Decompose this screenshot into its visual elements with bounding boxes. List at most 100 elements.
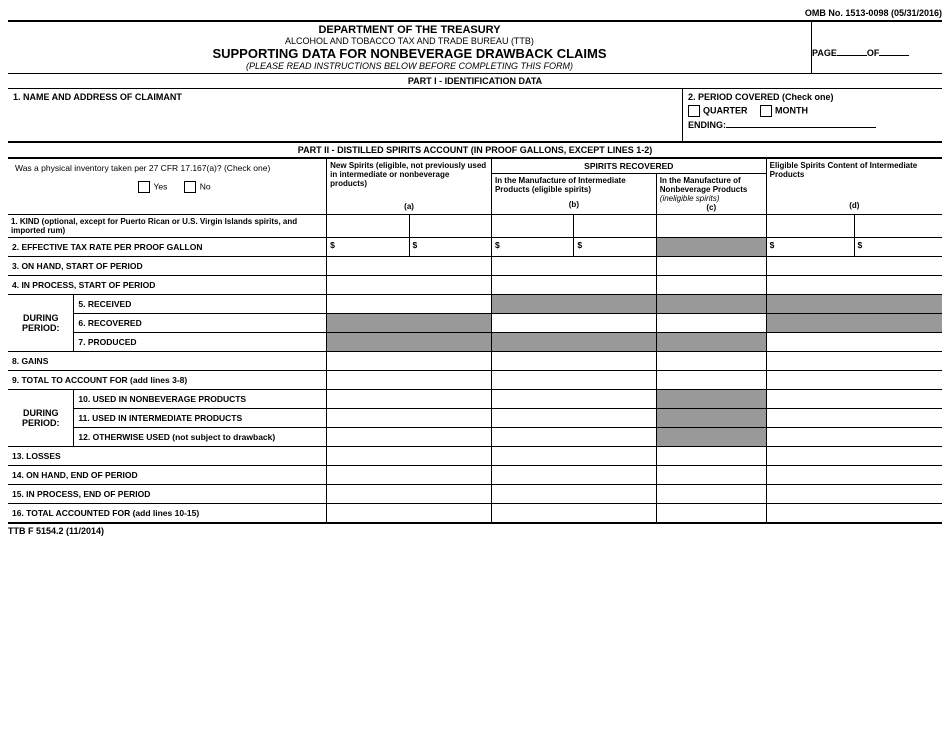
r4-d[interactable]: [766, 276, 942, 295]
r2-a1[interactable]: $: [327, 238, 409, 257]
r14-b[interactable]: [491, 466, 656, 485]
r13-a[interactable]: [327, 447, 492, 466]
r3-d[interactable]: [766, 257, 942, 276]
page-total-field[interactable]: [879, 55, 909, 56]
r12-b[interactable]: [491, 428, 656, 447]
r1-b2[interactable]: [574, 215, 656, 238]
r14-d[interactable]: [766, 466, 942, 485]
quarter-checkbox[interactable]: [688, 105, 700, 117]
yes-label: Yes: [154, 181, 168, 191]
r9-d[interactable]: [766, 371, 942, 390]
r15-b[interactable]: [491, 485, 656, 504]
r5-b-shaded: [491, 295, 656, 314]
r4-a[interactable]: [327, 276, 492, 295]
r7-b-shaded: [491, 333, 656, 352]
r16-b[interactable]: [491, 504, 656, 523]
col-c-header: In the Manufacture of Nonbeverage Produc…: [660, 176, 748, 194]
r2-a2[interactable]: $: [409, 238, 491, 257]
r13-b[interactable]: [491, 447, 656, 466]
during-period-2: DURING PERIOD:: [8, 390, 74, 447]
r1-c[interactable]: [656, 215, 766, 238]
col-b-header: In the Manufacture of Intermediate Produ…: [495, 176, 626, 194]
r15-d[interactable]: [766, 485, 942, 504]
r1-a2[interactable]: [409, 215, 491, 238]
r9-a[interactable]: [327, 371, 492, 390]
r8-c[interactable]: [656, 352, 766, 371]
r15-c[interactable]: [656, 485, 766, 504]
row-13-label: 13. LOSSES: [8, 447, 327, 466]
r12-a[interactable]: [327, 428, 492, 447]
page-label: PAGE: [812, 48, 837, 58]
row-2-label: 2. EFFECTIVE TAX RATE PER PROOF GALLON: [8, 238, 327, 257]
page-num-field[interactable]: [837, 55, 867, 56]
r2-b1[interactable]: $: [491, 238, 573, 257]
form-title: SUPPORTING DATA FOR NONBEVERAGE DRAWBACK…: [8, 46, 811, 61]
r13-c[interactable]: [656, 447, 766, 466]
r1-d2[interactable]: [854, 215, 942, 238]
r1-a1[interactable]: [327, 215, 409, 238]
row-11-label: 11. USED IN INTERMEDIATE PRODUCTS: [74, 409, 327, 428]
row-1-label: 1. KIND (optional, except for Puerto Ric…: [8, 215, 327, 238]
r4-b[interactable]: [491, 276, 656, 295]
r14-c[interactable]: [656, 466, 766, 485]
r9-b[interactable]: [491, 371, 656, 390]
r6-a-shaded: [327, 314, 492, 333]
r6-c[interactable]: [656, 314, 766, 333]
inventory-question: Was a physical inventory taken per 27 CF…: [15, 163, 270, 173]
claimant-name-address[interactable]: 1. NAME AND ADDRESS OF CLAIMANT: [8, 89, 682, 141]
row-14-label: 14. ON HAND, END OF PERIOD: [8, 466, 327, 485]
col-a-header: New Spirits (eligible, not previously us…: [330, 161, 486, 188]
row-3-label: 3. ON HAND, START OF PERIOD: [8, 257, 327, 276]
r16-c[interactable]: [656, 504, 766, 523]
r11-a[interactable]: [327, 409, 492, 428]
no-checkbox[interactable]: [184, 181, 196, 193]
r12-d[interactable]: [766, 428, 942, 447]
r1-b1[interactable]: [491, 215, 573, 238]
col-c-ineligible: (ineligible spirits): [660, 194, 720, 203]
r10-d[interactable]: [766, 390, 942, 409]
col-b-letter: (b): [495, 200, 653, 209]
r9-c[interactable]: [656, 371, 766, 390]
r4-c[interactable]: [656, 276, 766, 295]
r13-d[interactable]: [766, 447, 942, 466]
col-c-letter: (c): [660, 203, 763, 212]
of-label: OF: [867, 48, 880, 58]
r6-b[interactable]: [491, 314, 656, 333]
r7-d[interactable]: [766, 333, 942, 352]
row-8-label: 8. GAINS: [8, 352, 327, 371]
ending-field[interactable]: [726, 127, 876, 128]
r10-b[interactable]: [491, 390, 656, 409]
r11-b[interactable]: [491, 409, 656, 428]
r7-c-shaded: [656, 333, 766, 352]
omb-number: OMB No. 1513-0098 (05/31/2016): [8, 8, 942, 18]
r14-a[interactable]: [327, 466, 492, 485]
r2-d1[interactable]: $: [766, 238, 854, 257]
row-16-label: 16. TOTAL ACCOUNTED FOR (add lines 10-15…: [8, 504, 327, 523]
col-a-letter: (a): [330, 202, 488, 211]
r11-d[interactable]: [766, 409, 942, 428]
r8-b[interactable]: [491, 352, 656, 371]
r15-a[interactable]: [327, 485, 492, 504]
row-12-label: 12. OTHERWISE USED (not subject to drawb…: [74, 428, 327, 447]
month-label: MONTH: [775, 105, 808, 115]
month-checkbox[interactable]: [760, 105, 772, 117]
r16-d[interactable]: [766, 504, 942, 523]
r6-d-shaded: [766, 314, 942, 333]
r5-a[interactable]: [327, 295, 492, 314]
r10-a[interactable]: [327, 390, 492, 409]
r3-c[interactable]: [656, 257, 766, 276]
r2-b2[interactable]: $: [574, 238, 656, 257]
r16-a[interactable]: [327, 504, 492, 523]
row-15-label: 15. IN PROCESS, END OF PERIOD: [8, 485, 327, 504]
r2-c-shaded: [656, 238, 766, 257]
r2-d2[interactable]: $: [854, 238, 942, 257]
r8-d[interactable]: [766, 352, 942, 371]
r8-a[interactable]: [327, 352, 492, 371]
r1-d1[interactable]: [766, 215, 854, 238]
r3-a[interactable]: [327, 257, 492, 276]
r3-b[interactable]: [491, 257, 656, 276]
yes-checkbox[interactable]: [138, 181, 150, 193]
quarter-label: QUARTER: [703, 105, 748, 115]
r12-c-shaded: [656, 428, 766, 447]
col-d-header: Eligible Spirits Content of Intermediate…: [770, 161, 918, 179]
